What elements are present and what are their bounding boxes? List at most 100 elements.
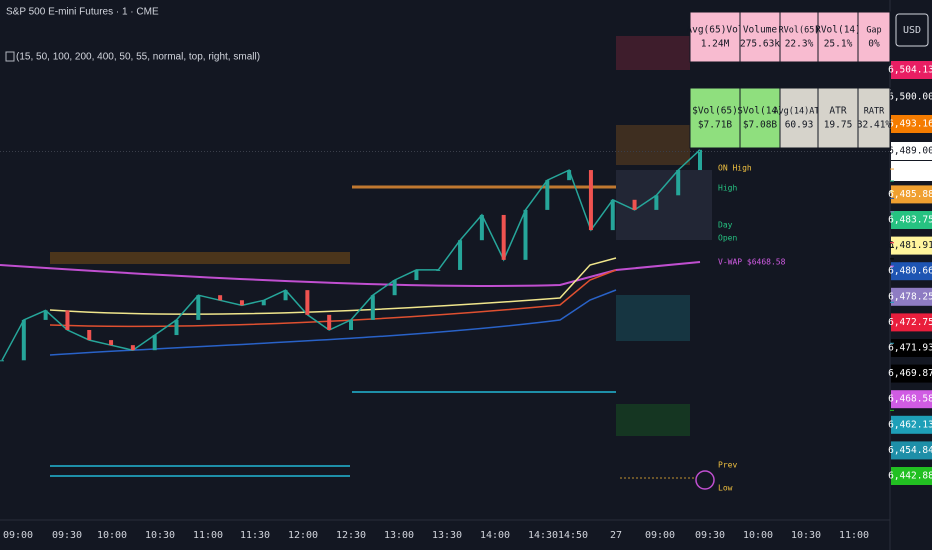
- price-label-bg: [891, 313, 932, 332]
- candle: [327, 314, 332, 330]
- price-label: 6,469.87: [888, 368, 932, 379]
- zone: [616, 170, 712, 240]
- candle: [501, 214, 506, 260]
- candle: [305, 290, 310, 315]
- table-cell: [779, 11, 819, 63]
- vwap-line: [0, 261, 701, 287]
- price-label: 6,478.25: [888, 291, 932, 302]
- cell-value: 22.3%: [785, 39, 814, 50]
- price-label: 6,462.13: [888, 419, 932, 430]
- candle: [0, 360, 4, 362]
- price-label-bg: [891, 287, 932, 306]
- x-tick-label: 12:00: [288, 530, 318, 541]
- indicator-params: (15, 50, 100, 200, 400, 50, 55, normal, …: [16, 52, 260, 63]
- price-label: 6,442.88: [888, 471, 932, 482]
- candle: [218, 295, 223, 301]
- indicator-icon[interactable]: [5, 51, 15, 62]
- x-tick-label: 11:00: [839, 530, 869, 541]
- cell-value: 19.75: [824, 120, 853, 131]
- price-label-bg: [891, 339, 932, 357]
- candle: [261, 300, 266, 306]
- level-label: High: [718, 184, 737, 193]
- cell-value: 60.93: [785, 120, 814, 131]
- candle: [567, 170, 572, 181]
- price-label-bg: [891, 467, 932, 485]
- x-tick-label: 09:00: [645, 530, 675, 541]
- candle: [87, 330, 92, 341]
- price-label: 6,500.00: [888, 92, 932, 103]
- price-label-bg: [891, 441, 932, 460]
- cell-label: RVol(65): [779, 26, 820, 36]
- level-label: Low: [718, 484, 733, 493]
- level-label: Open: [718, 234, 737, 243]
- candle: [370, 295, 375, 320]
- table-cell: [817, 87, 859, 149]
- price-label: 6,483.75: [888, 215, 932, 226]
- table-cell: [857, 87, 891, 149]
- candle: [654, 195, 659, 210]
- currency: USD: [903, 25, 921, 36]
- cell-label: Avg(14)ATR: [773, 107, 825, 117]
- cell-value: 0%: [868, 39, 880, 50]
- level-label: Day: [718, 221, 733, 230]
- x-tick-label: 14:00: [480, 530, 510, 541]
- ma-line: [49, 257, 617, 315]
- price-label-bg: [891, 61, 932, 79]
- price-label-bg: [891, 142, 932, 160]
- candle: [130, 345, 135, 351]
- table-cell: [817, 11, 859, 63]
- x-tick-label: 09:30: [52, 530, 82, 541]
- candle: [632, 199, 637, 210]
- price-label-bg: [891, 262, 932, 281]
- zone: [50, 252, 350, 264]
- cell-label: $Vol(14): [737, 106, 783, 117]
- price-label: 6,472.75: [888, 317, 932, 328]
- x-tick-label: 14:50: [558, 530, 588, 541]
- candle: [283, 290, 288, 301]
- level-label: ON High: [718, 164, 752, 173]
- table-cell: [689, 87, 741, 149]
- candle: [676, 170, 681, 196]
- zone: [616, 36, 690, 70]
- price-label: 6,481.91: [888, 240, 932, 251]
- candle: [21, 319, 26, 361]
- candle: [152, 335, 157, 351]
- candle: [610, 199, 615, 231]
- alert-icon[interactable]: [695, 470, 715, 490]
- level-label: V-WAP $6468.58: [718, 258, 786, 267]
- x-tick-label: 12:30: [336, 530, 366, 541]
- table-cell: [739, 11, 781, 63]
- candle: [109, 340, 114, 346]
- x-tick-label: 13:30: [432, 530, 462, 541]
- price-label-bg: [891, 88, 932, 106]
- zone: [616, 295, 690, 341]
- price-label: 6,468.58: [888, 394, 932, 405]
- price-label-bg: [891, 185, 932, 204]
- cell-value: $7.71B: [698, 120, 733, 131]
- candle: [239, 300, 244, 306]
- price-label-bg: [891, 115, 932, 133]
- cell-value: 25.1%: [824, 39, 853, 50]
- ma-line: [49, 269, 617, 328]
- cell-label: ATR: [829, 106, 846, 117]
- cell-label: Volume: [743, 25, 778, 36]
- x-tick-label: 09:00: [3, 530, 33, 541]
- currency-button[interactable]: [895, 13, 929, 47]
- candle: [414, 269, 419, 281]
- zone: [616, 125, 690, 165]
- candle: [196, 295, 201, 320]
- candle: [588, 170, 593, 231]
- x-tick-label: 10:30: [791, 530, 821, 541]
- price-label: 6,454.84: [888, 445, 932, 456]
- x-tick-label: 27: [610, 530, 622, 541]
- price-label: 6,493.16: [888, 119, 932, 130]
- candle: [698, 149, 702, 171]
- zone: [616, 404, 690, 436]
- x-tick-label: 11:30: [240, 530, 270, 541]
- cell-value: 1.24M: [701, 39, 730, 50]
- candle: [458, 240, 463, 270]
- table-cell: [739, 87, 781, 149]
- price-label-bg: [891, 415, 932, 434]
